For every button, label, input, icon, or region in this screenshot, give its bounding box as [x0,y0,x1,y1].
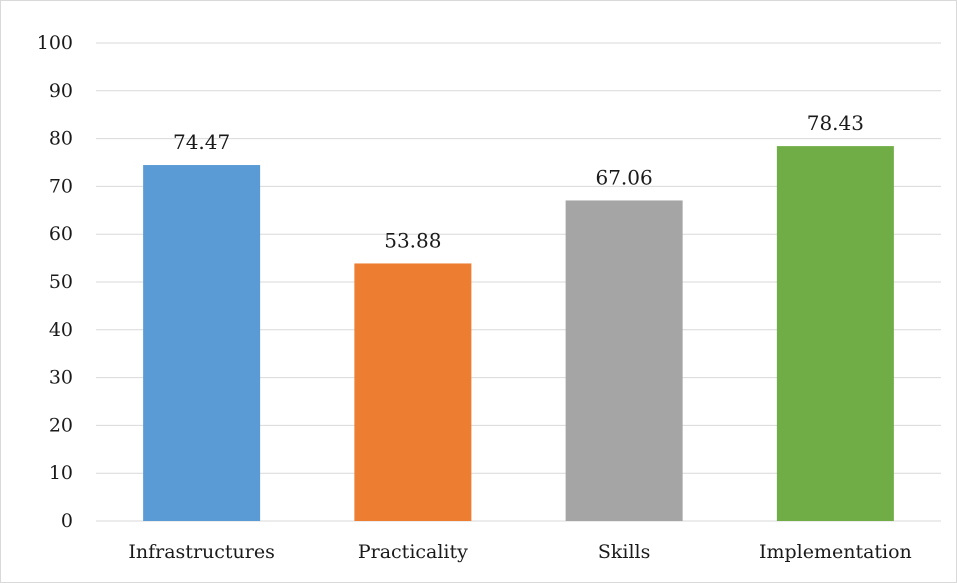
y-axis-tick-labels: 0 10 20 30 40 50 60 70 80 90 100 [37,32,73,532]
bar-implementation [777,146,894,521]
y-tick-label: 70 [49,175,73,197]
bar-practicality [354,263,471,521]
x-tick-label-skills: Skills [598,541,651,563]
y-tick-label: 100 [37,32,73,54]
bars [143,146,894,521]
data-label-infrastructures: 74.47 [173,130,230,154]
x-tick-label-implementation: Implementation [759,541,912,563]
data-label-practicality: 53.88 [384,228,441,252]
y-tick-label: 90 [49,80,73,102]
bar-skills [566,200,683,521]
x-tick-label-infrastructures: Infrastructures [128,541,274,563]
y-tick-label: 80 [49,128,73,150]
x-tick-label-practicality: Practicality [358,541,468,563]
y-tick-label: 40 [49,319,73,341]
bar-infrastructures [143,165,260,521]
y-tick-label: 60 [49,223,73,245]
data-labels: 74.47 53.88 67.06 78.43 [173,111,864,252]
y-tick-label: 10 [49,462,73,484]
y-tick-label: 30 [49,367,73,389]
y-tick-label: 20 [49,414,73,436]
data-label-implementation: 78.43 [807,111,864,135]
data-label-skills: 67.06 [595,165,652,189]
x-axis-tick-labels: Infrastructures Practicality Skills Impleme… [128,541,911,563]
y-tick-label: 0 [61,510,73,532]
y-tick-label: 50 [49,271,73,293]
